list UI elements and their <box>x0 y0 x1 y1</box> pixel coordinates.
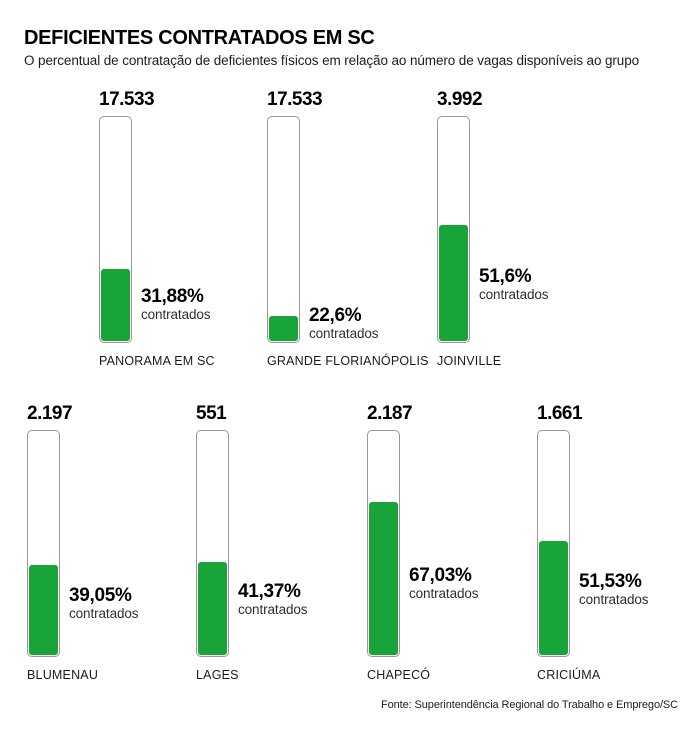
percent-caption: contratados <box>69 606 139 621</box>
percent-caption: contratados <box>579 592 649 607</box>
bar-group-blumenau: 2.197 39,05% contratados BLUMENAU <box>27 403 197 682</box>
gauge-tube <box>267 116 300 343</box>
gauge-fill <box>198 561 227 655</box>
percent-value: 22,6% <box>309 305 362 326</box>
page-subtitle: O percentual de contratação de deficient… <box>24 53 640 68</box>
percent-annotation: 22,6% contratados <box>309 305 379 342</box>
percent-value: 41,37% <box>238 581 301 602</box>
vagas-count: 2.197 <box>27 403 73 424</box>
vagas-count: 551 <box>196 403 227 424</box>
city-label: JOINVILLE <box>437 354 502 368</box>
percent-annotation: 51,53% contratados <box>579 571 649 608</box>
vagas-count: 17.533 <box>99 89 155 110</box>
percent-annotation: 39,05% contratados <box>69 585 139 622</box>
vagas-count: 1.661 <box>537 403 583 424</box>
vagas-count: 3.992 <box>437 89 483 110</box>
gauge-tube <box>99 116 132 343</box>
percent-annotation: 31,88% contratados <box>141 286 211 323</box>
percent-value: 51,53% <box>579 571 642 592</box>
vagas-count: 17.533 <box>267 89 323 110</box>
bar-group-panorama: 17.533 31,88% contratados PANORAMA EM SC <box>99 89 269 368</box>
gauge-tube <box>537 430 570 657</box>
bar-group-chapeco: 2.187 67,03% contratados CHAPECÓ <box>367 403 537 682</box>
city-label: CRICIÚMA <box>537 668 601 682</box>
gauge-fill <box>101 269 130 341</box>
bar-group-grande-florianopolis: 17.533 22,6% contratados GRANDE FLORIANÓ… <box>267 89 437 368</box>
percent-caption: contratados <box>238 602 308 617</box>
percent-value: 39,05% <box>69 585 132 606</box>
page-title: DEFICIENTES CONTRATADOS EM SC <box>24 27 375 49</box>
percent-caption: contratados <box>409 586 479 601</box>
percent-annotation: 51,6% contratados <box>479 266 549 303</box>
gauge-fill <box>29 565 58 655</box>
city-label: GRANDE FLORIANÓPOLIS <box>267 354 429 368</box>
percent-annotation: 67,03% contratados <box>409 565 479 602</box>
bar-group-criciuma: 1.661 51,53% contratados CRICIÚMA <box>537 403 700 682</box>
gauge-tube <box>27 430 60 657</box>
percent-value: 31,88% <box>141 286 204 307</box>
percent-caption: contratados <box>141 307 211 322</box>
gauge-fill <box>269 316 298 341</box>
city-label: PANORAMA EM SC <box>99 354 215 368</box>
gauge-fill <box>439 225 468 341</box>
gauge-tube <box>196 430 229 657</box>
city-label: LAGES <box>196 668 239 682</box>
percent-caption: contratados <box>479 287 549 302</box>
gauge-tube <box>437 116 470 343</box>
gauge-tube <box>367 430 400 657</box>
percent-value: 67,03% <box>409 565 472 586</box>
percent-annotation: 41,37% contratados <box>238 581 308 618</box>
bar-group-lages: 551 41,37% contratados LAGES <box>196 403 366 682</box>
bar-group-joinville: 3.992 51,6% contratados JOINVILLE <box>437 89 607 368</box>
city-label: CHAPECÓ <box>367 668 431 682</box>
percent-value: 51,6% <box>479 266 532 287</box>
percent-caption: contratados <box>309 326 379 341</box>
gauge-fill <box>369 502 398 655</box>
source-note: Fonte: Superintendência Regional do Trab… <box>381 699 678 711</box>
vagas-count: 2.187 <box>367 403 413 424</box>
city-label: BLUMENAU <box>27 668 99 682</box>
gauge-fill <box>539 541 568 655</box>
